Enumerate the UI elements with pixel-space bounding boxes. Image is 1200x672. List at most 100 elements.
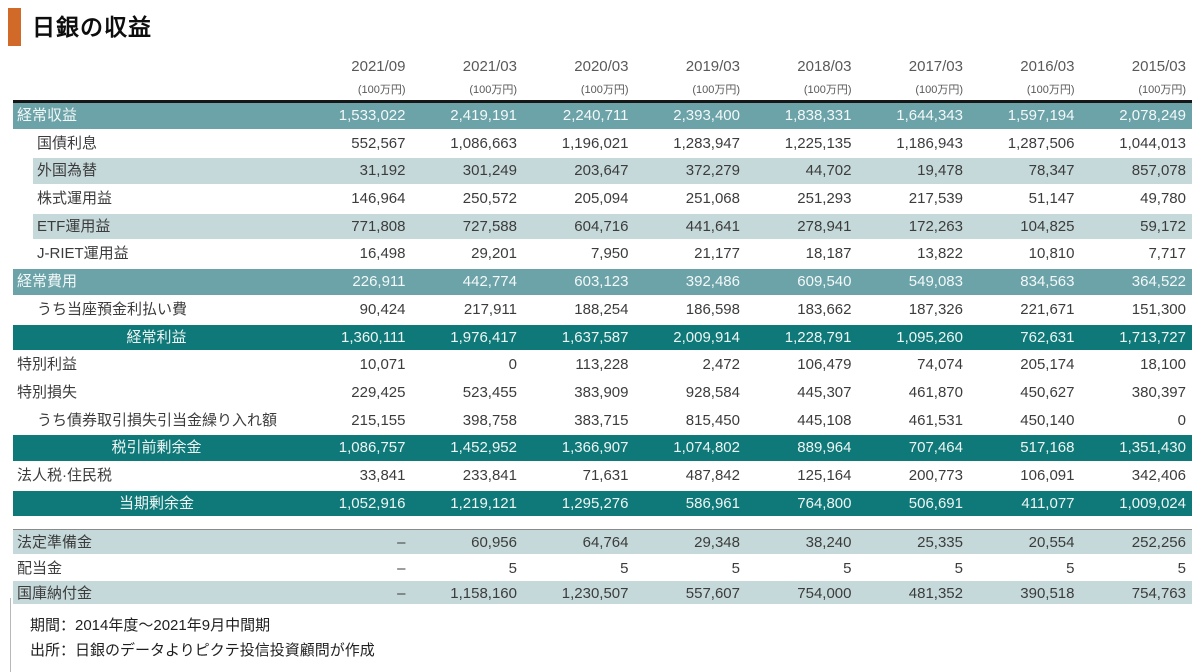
column-year-label: 2019/03 bbox=[685, 58, 740, 75]
cell-value: 1,366,907 bbox=[561, 439, 629, 457]
cell-value: 51,147 bbox=[1028, 190, 1075, 208]
column-year-label: 2016/03 bbox=[1020, 58, 1075, 75]
cell-value: 604,716 bbox=[574, 217, 629, 235]
table-appendix: 法定準備金 – 60,956 64,764 29,348 38,240 25,335 20,5… bbox=[13, 529, 1192, 607]
cell-value: 301,249 bbox=[462, 162, 517, 180]
cell-value: 5 bbox=[954, 559, 963, 577]
page-title: 日銀の収益 bbox=[32, 14, 152, 40]
cell-value: 2,393,400 bbox=[673, 107, 740, 124]
cell-value: 834,563 bbox=[1020, 273, 1075, 291]
column-year-label: 2020/03 bbox=[574, 58, 629, 75]
cell-value: 106,091 bbox=[1020, 466, 1075, 484]
cell-value: 441,641 bbox=[685, 217, 740, 235]
row-label: 経常費用 bbox=[17, 273, 78, 291]
row-label: うち債券取引損失引当金繰り入れ額 bbox=[37, 411, 278, 429]
cell-value: 5 bbox=[731, 559, 740, 577]
cell-value: 1,086,663 bbox=[450, 134, 517, 152]
cell-value: 586,961 bbox=[685, 494, 740, 512]
cell-value: 229,425 bbox=[351, 383, 406, 401]
footnote-source: 出所：日銀のデータよりピクテ投信投資顧問が作成 bbox=[30, 642, 375, 659]
cell-value: 183,662 bbox=[797, 300, 852, 318]
cell-value: 506,691 bbox=[908, 494, 963, 512]
cell-value: – bbox=[397, 559, 406, 577]
cell-value: – bbox=[397, 534, 406, 552]
cell-value: 151,300 bbox=[1131, 300, 1186, 318]
cell-value: 1,225,135 bbox=[784, 134, 852, 152]
table-row: 外国為替 31,192 301,249 203,647 372,279 44,702 19,… bbox=[13, 158, 1192, 187]
row-label: 特別損失 bbox=[17, 383, 78, 401]
cell-value: 205,094 bbox=[574, 190, 629, 208]
row-label: 配当金 bbox=[17, 559, 63, 577]
cell-value: 603,123 bbox=[574, 273, 629, 291]
cell-value: 19,478 bbox=[917, 162, 963, 180]
cell-value: 31,192 bbox=[359, 162, 406, 180]
cell-value: 1,095,260 bbox=[896, 328, 963, 346]
cell-value: 1,597,194 bbox=[1007, 107, 1075, 124]
cell-value: 7,717 bbox=[1148, 245, 1186, 263]
cell-value: 250,572 bbox=[462, 190, 517, 208]
cell-value: 557,607 bbox=[685, 585, 740, 603]
cell-value: 200,773 bbox=[908, 466, 963, 484]
cell-value: 1,186,943 bbox=[896, 134, 963, 152]
cell-value: 445,108 bbox=[797, 411, 852, 429]
cell-value: 20,554 bbox=[1028, 534, 1075, 552]
row-label: 法定準備金 bbox=[17, 534, 93, 552]
cell-value: 1,713,727 bbox=[1119, 328, 1186, 346]
column-unit-label: (100万円) bbox=[692, 84, 740, 96]
cell-value: 1,074,802 bbox=[673, 439, 740, 457]
cell-value: 1,533,022 bbox=[338, 107, 406, 124]
cell-value: 481,352 bbox=[908, 585, 963, 603]
row-label: J-RIET運用益 bbox=[37, 245, 129, 263]
row-label: 経常収益 bbox=[17, 107, 78, 124]
cell-value: 38,240 bbox=[805, 534, 852, 552]
cell-value: 10,810 bbox=[1028, 245, 1075, 263]
cell-value: 928,584 bbox=[685, 383, 740, 401]
income-table: 2021/09 (100万円) 2021/03 (100万円) 2020/03 (100万… bbox=[13, 54, 1193, 607]
cell-value: 74,074 bbox=[917, 356, 963, 374]
cell-value: 252,256 bbox=[1131, 534, 1186, 552]
cell-value: 2,419,191 bbox=[450, 107, 517, 124]
cell-value: 18,100 bbox=[1140, 356, 1186, 374]
column-year-label: 2015/03 bbox=[1131, 58, 1186, 75]
cell-value: 106,479 bbox=[797, 356, 852, 374]
table-body: 経常収益 1,533,022 2,419,191 2,240,711 2,393,400… bbox=[13, 100, 1192, 519]
cell-value: 1,196,021 bbox=[561, 134, 629, 152]
cell-value: 5 bbox=[843, 559, 852, 577]
column-year-label: 2018/03 bbox=[797, 58, 852, 75]
cell-value: 383,715 bbox=[574, 411, 629, 429]
cell-value: 146,964 bbox=[351, 190, 406, 208]
column-unit-label: (100万円) bbox=[915, 84, 963, 96]
column-year-label: 2021/09 bbox=[351, 58, 406, 75]
cell-value: 815,450 bbox=[685, 411, 740, 429]
cell-value: 1,976,417 bbox=[450, 328, 517, 346]
cell-value: 217,911 bbox=[463, 300, 517, 318]
cell-value: 461,870 bbox=[908, 383, 963, 401]
table-row: 当期剰余金 1,052,916 1,219,121 1,295,276 586,961 7… bbox=[13, 490, 1192, 519]
cell-value: 342,406 bbox=[1131, 466, 1186, 484]
cell-value: 187,326 bbox=[908, 300, 963, 318]
column-header: 2016/03 (100万円) bbox=[969, 54, 1081, 100]
cell-value: 5 bbox=[508, 559, 517, 577]
row-label: 特別利益 bbox=[17, 356, 78, 374]
column-unit-label: (100万円) bbox=[1026, 84, 1075, 96]
cell-value: 188,254 bbox=[574, 300, 629, 318]
cell-value: 442,774 bbox=[462, 273, 517, 291]
column-year-label: 2017/03 bbox=[908, 58, 963, 75]
column-unit-label: (100万円) bbox=[357, 84, 406, 96]
cell-value: 33,841 bbox=[359, 466, 406, 484]
cell-value: 64,764 bbox=[582, 534, 629, 552]
cell-value: 552,567 bbox=[351, 134, 406, 152]
cell-value: 461,531 bbox=[908, 411, 963, 429]
cell-value: 1,009,024 bbox=[1119, 494, 1186, 512]
cell-value: 1,086,757 bbox=[338, 439, 406, 457]
column-header: 2015/03 (100万円) bbox=[1081, 54, 1193, 100]
row-label: ETF運用益 bbox=[37, 217, 111, 235]
cell-value: 549,083 bbox=[908, 273, 963, 291]
column-header: 2020/03 (100万円) bbox=[523, 54, 635, 100]
row-label: 税引前剰余金 bbox=[111, 439, 202, 457]
cell-value: 380,397 bbox=[1131, 383, 1186, 401]
table-row: うち債券取引損失引当金繰り入れ額 215,155 398,758 383,715 815… bbox=[13, 408, 1192, 436]
cell-value: 450,627 bbox=[1020, 383, 1075, 401]
cell-value: 754,000 bbox=[797, 585, 852, 603]
